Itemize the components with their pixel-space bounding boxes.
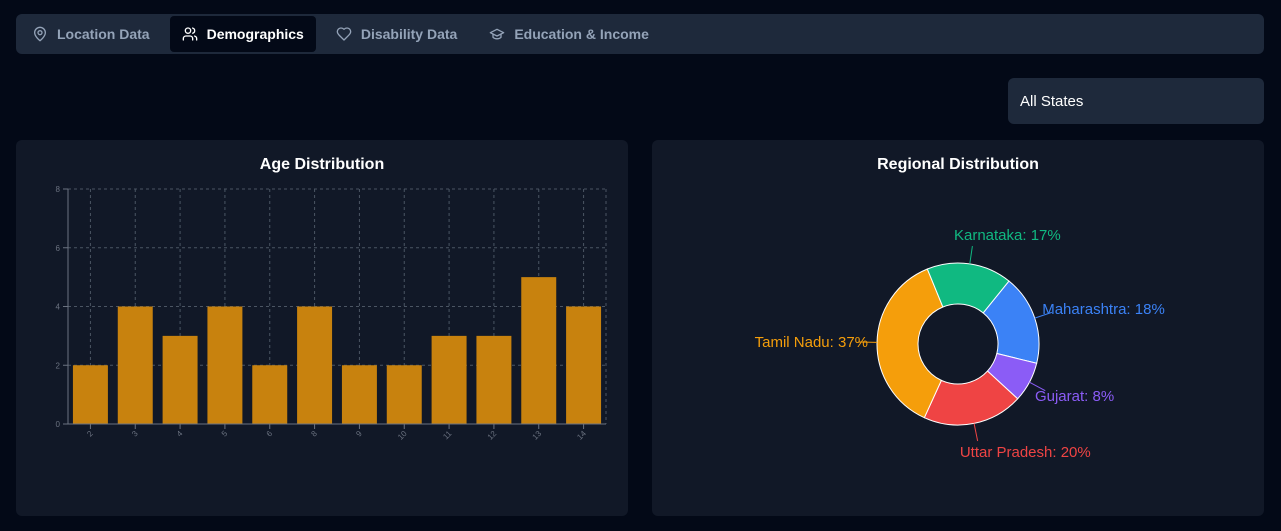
graduation-cap-icon [489,28,505,40]
bar-age-2 [72,365,108,424]
users-icon [182,27,197,41]
x-tick-label: 4 [175,429,185,439]
slice-tamil-nadu [876,268,944,419]
tab-bar: Location Data Demographics Disability Da… [16,14,1264,54]
region-chart-title: Regional Distribution [877,156,1039,173]
x-tick-label: 3 [130,429,140,439]
bar-age-9 [341,365,377,424]
age-distribution-card: Age Distribution 0 2 4 6 8 2 3 4 5 6 8 9 10 11 12 13 14 [16,140,628,516]
x-tick-label: 8 [309,429,319,439]
tab-demographics[interactable]: Demographics [169,16,316,52]
bar-age-12 [476,335,512,424]
state-filter-select[interactable]: All States [1008,78,1264,124]
y-tick-label: 6 [56,244,61,253]
x-tick-label: 14 [575,429,588,442]
bar-age-14 [566,306,602,424]
state-filter-value: All States [1020,92,1084,110]
bar-age-3 [117,306,153,424]
age-bar-chart: 0 2 4 6 8 2 3 4 5 6 8 9 10 11 12 13 14 [56,185,607,442]
slice-label-connector [1034,311,1052,319]
tab-disability-data[interactable]: Disability Data [324,16,469,52]
regional-distribution-card: Regional Distribution Maharashtra: 18% Gu… [652,140,1264,516]
tab-education-income[interactable]: Education & Income [477,16,661,52]
bar-age-10 [386,365,422,424]
slice-label-connector [973,423,979,442]
tab-label: Location Data [57,26,150,42]
bar-age-11 [431,335,467,424]
slice-label-connector [969,245,973,264]
slice-label: Uttar Pradesh: 20% [960,444,1091,461]
tab-label: Disability Data [360,26,458,42]
heart-icon [336,27,352,41]
x-tick-label: 13 [531,429,544,442]
slice-label: Tamil Nadu: 37% [755,334,868,351]
x-tick-label: 5 [220,429,230,439]
slice-label-connector [1029,381,1046,392]
x-tick-label: 10 [396,429,409,442]
y-tick-label: 4 [56,303,61,312]
slice-label: Maharashtra: 18% [1042,301,1165,318]
y-tick-label: 0 [56,420,61,429]
y-tick-label: 8 [56,185,61,194]
slice-label: Gujarat: 8% [1035,388,1114,405]
y-tick-label: 2 [56,361,61,370]
x-tick-label: 11 [441,429,454,442]
tab-label: Education & Income [514,26,649,42]
x-tick-label: 12 [486,429,499,442]
bar-age-5 [207,306,243,424]
map-pin-icon [34,26,46,42]
tab-label: Demographics [206,26,304,42]
tab-location-data[interactable]: Location Data [20,16,162,52]
slice-label: Karnataka: 17% [954,227,1061,244]
slice-karnataka [926,262,1010,314]
region-donut-chart: Maharashtra: 18% Gujarat: 8% Uttar Pradesh… [755,227,1165,461]
x-tick-label: 9 [354,429,364,439]
bar-age-13 [521,277,557,424]
bar-age-8 [297,306,333,424]
x-tick-label: 2 [85,429,95,439]
bar-age-6 [252,365,288,424]
age-chart-title: Age Distribution [259,156,385,173]
x-tick-label: 6 [265,429,275,439]
bar-age-4 [162,335,198,424]
